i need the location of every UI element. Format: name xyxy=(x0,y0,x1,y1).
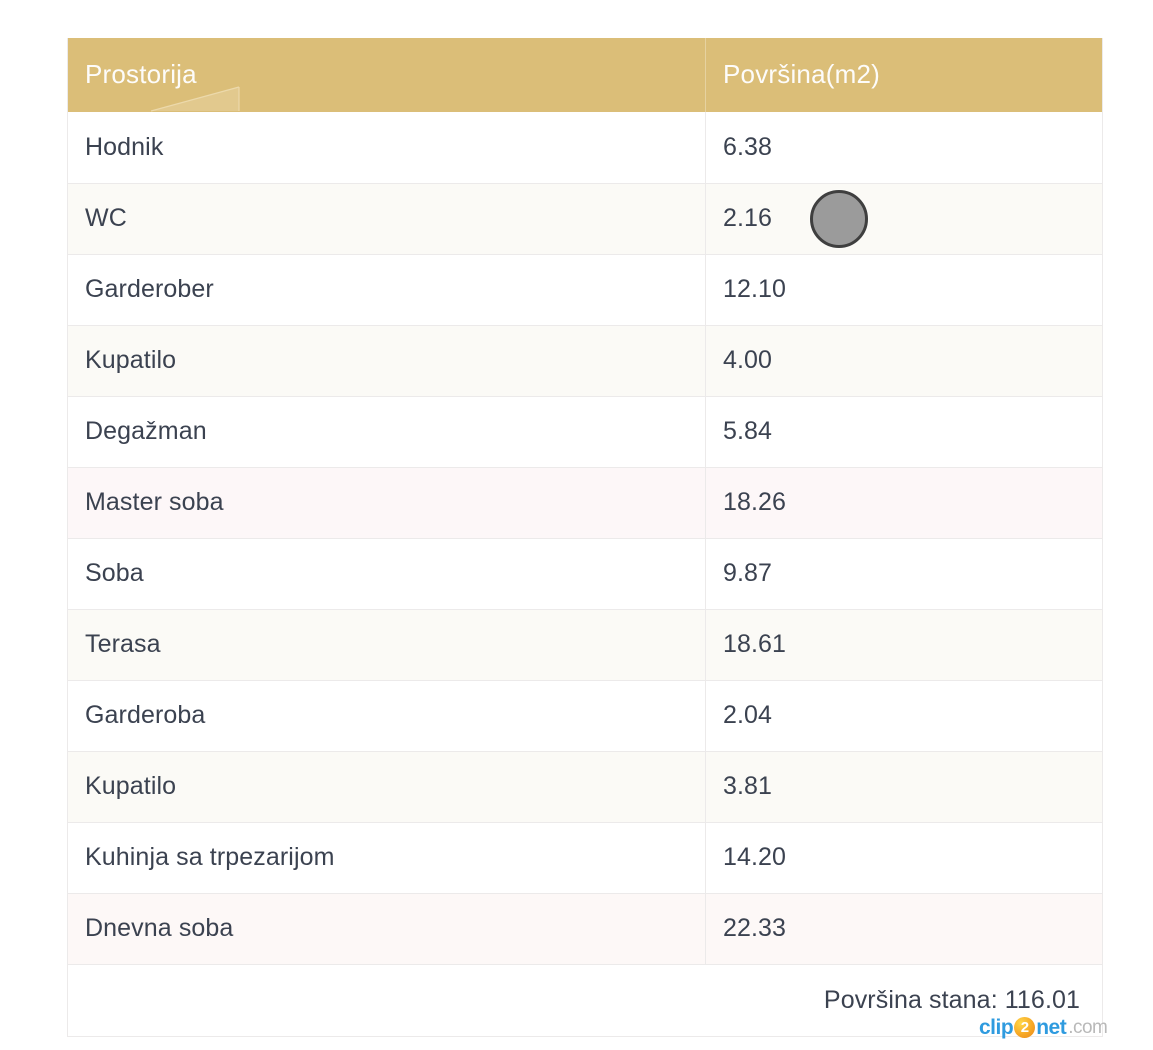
cell-area: 14.20 xyxy=(705,822,1103,894)
cell-area: 2.04 xyxy=(705,680,1103,752)
cell-area: 3.81 xyxy=(705,751,1103,823)
column-header-room[interactable]: Prostorija xyxy=(67,38,706,112)
cell-room: Dnevna soba xyxy=(67,893,706,965)
cell-room: Kupatilo xyxy=(67,751,706,823)
watermark-badge-icon: 2 xyxy=(1014,1017,1036,1038)
cell-room: Garderober xyxy=(67,254,706,326)
cell-area: 6.38 xyxy=(705,112,1103,184)
cell-area: 9.87 xyxy=(705,538,1103,610)
cell-area: 18.61 xyxy=(705,609,1103,681)
cell-room: Terasa xyxy=(67,609,706,681)
table-row[interactable]: Terasa 18.61 xyxy=(67,609,1103,681)
table-row[interactable]: Soba 9.87 xyxy=(67,538,1103,610)
column-header-area[interactable]: Površina(m2) xyxy=(705,38,1103,112)
clip2net-watermark: clip 2 net .com xyxy=(979,1016,1108,1039)
table-row[interactable]: Garderober 12.10 xyxy=(67,254,1103,326)
watermark-prefix: clip xyxy=(979,1016,1014,1039)
cell-room: Soba xyxy=(67,538,706,610)
table-row[interactable]: Dnevna soba 22.33 xyxy=(67,893,1103,965)
total-row: Površina stana: 116.01 xyxy=(67,964,1103,1037)
cell-area: 22.33 xyxy=(705,893,1103,965)
cell-room: Kuhinja sa trpezarijom xyxy=(67,822,706,894)
cursor-click-indicator xyxy=(810,190,868,248)
cell-room: Degažman xyxy=(67,396,706,468)
cell-room: Kupatilo xyxy=(67,325,706,397)
cell-area: 18.26 xyxy=(705,467,1103,539)
cell-area: 5.84 xyxy=(705,396,1103,468)
table-row[interactable]: Kupatilo 4.00 xyxy=(67,325,1103,397)
total-area-label: Površina stana: 116.01 xyxy=(67,964,1103,1037)
table-row[interactable]: Master soba 18.26 xyxy=(67,467,1103,539)
cell-room: Hodnik xyxy=(67,112,706,184)
cell-area: 2.16 xyxy=(705,183,1103,255)
table-row[interactable]: Kupatilo 3.81 xyxy=(67,751,1103,823)
cell-area: 12.10 xyxy=(705,254,1103,326)
cell-room: Master soba xyxy=(67,467,706,539)
cell-room: Garderoba xyxy=(67,680,706,752)
table-header: Prostorija Površina(m2) xyxy=(67,38,1103,112)
table-row[interactable]: Degažman 5.84 xyxy=(67,396,1103,468)
table-row[interactable]: WC 2.16 xyxy=(67,183,1103,255)
header-row: Prostorija Površina(m2) xyxy=(67,38,1103,112)
watermark-tld: .com xyxy=(1068,1017,1108,1038)
watermark-suffix: net xyxy=(1036,1016,1067,1039)
room-area-table-container: Prostorija Površina(m2) Hodnik 6.38 WC 2… xyxy=(67,38,1103,1037)
table-footer: Površina stana: 116.01 xyxy=(67,964,1103,1037)
table-row[interactable]: Kuhinja sa trpezarijom 14.20 xyxy=(67,822,1103,894)
table-body: Hodnik 6.38 WC 2.16 Garderober 12.10 Kup… xyxy=(67,112,1103,965)
table-row[interactable]: Garderoba 2.04 xyxy=(67,680,1103,752)
room-area-table: Prostorija Površina(m2) Hodnik 6.38 WC 2… xyxy=(67,38,1103,1037)
cell-room: WC xyxy=(67,183,706,255)
table-row[interactable]: Hodnik 6.38 xyxy=(67,112,1103,184)
cell-area: 4.00 xyxy=(705,325,1103,397)
